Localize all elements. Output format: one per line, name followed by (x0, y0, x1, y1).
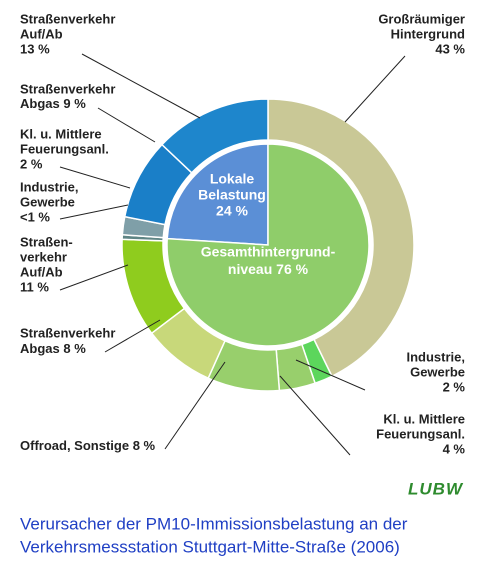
label: Abgas 9 % (20, 96, 86, 111)
value-label: 24 % (216, 203, 248, 219)
label: Gewerbe (410, 364, 465, 379)
value-label: 2 % (20, 156, 43, 171)
leader-line (104, 319, 161, 353)
label: Belastung (198, 187, 266, 203)
value-label: 9 % (63, 96, 86, 111)
value-label: 8 % (133, 438, 156, 453)
slice (166, 143, 370, 347)
leader-line (81, 53, 201, 119)
value-label: 8 % (63, 341, 86, 356)
value-label: 13 % (20, 41, 50, 56)
label: Offroad, Sonstige 8 % (20, 438, 156, 453)
label: Großräumiger (378, 11, 465, 26)
label: Auf/Ab (20, 264, 63, 279)
value-label: 43 % (435, 41, 465, 56)
label: Gewerbe (20, 194, 75, 209)
donut (121, 98, 415, 392)
value-label: 4 % (443, 441, 466, 456)
labels: Straßenverkehr Auf/Ab 13 % Straßenverkeh… (20, 11, 465, 456)
label: Kl. u. Mittlere (20, 126, 102, 141)
leader-line (344, 55, 406, 123)
label: Industrie, (406, 349, 465, 364)
value-label: <1 % (20, 209, 50, 224)
label: Abgas (20, 96, 60, 111)
value-label: 2 % (443, 379, 466, 394)
label: Lokale (210, 171, 255, 187)
label: Offroad, Sonstige (20, 438, 129, 453)
value-label: 11 % (20, 279, 49, 294)
leader-line (295, 359, 366, 391)
leader-line (59, 166, 131, 189)
label: niveau 76 % (228, 261, 309, 277)
leader-line (97, 107, 156, 143)
label: Feuerungsanl. (376, 426, 465, 441)
label: Straßenverkehr (20, 81, 115, 96)
slice (267, 98, 415, 378)
value-label: 76 % (276, 261, 308, 277)
logo: LUBW (408, 479, 464, 498)
slice (160, 98, 269, 174)
label: Kl. u. Mittlere (383, 411, 465, 426)
label: Gesamthintergrund- (201, 244, 336, 260)
label: Straßenverkehr (20, 325, 115, 340)
label: Straßenverkehr (20, 11, 115, 26)
leader-line (164, 361, 226, 450)
caption: Verursacher der PM10-Immissionsbelastung… (20, 514, 408, 533)
label: Straßen- (20, 234, 73, 249)
label: Feuerungsanl. (20, 141, 109, 156)
label: Auf/Ab (20, 26, 63, 41)
slice (166, 143, 269, 246)
leader-line (59, 204, 129, 220)
label: Hintergrund (391, 26, 465, 41)
leader-line (279, 375, 351, 456)
label: niveau (228, 261, 272, 277)
leader-lines (59, 53, 406, 456)
label: Industrie, (20, 179, 79, 194)
label: Abgas (20, 341, 60, 356)
label: verkehr (20, 249, 67, 264)
caption: Verkehrsmessstation Stuttgart-Mitte-Stra… (20, 537, 400, 556)
label: Abgas 8 % (20, 341, 86, 356)
leader-line (59, 264, 129, 291)
